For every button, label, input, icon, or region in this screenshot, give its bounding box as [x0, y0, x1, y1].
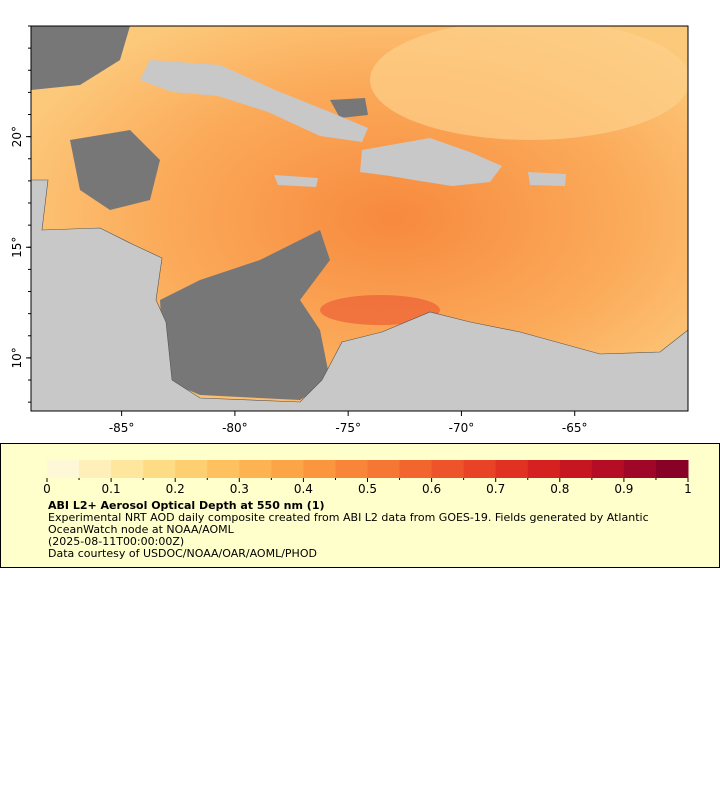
colorbar-tick-label: 0.3: [230, 482, 249, 496]
colorbar-swatch: [367, 460, 401, 478]
colorbar-swatch: [79, 460, 112, 478]
colorbar-tick-label: 0.9: [614, 482, 633, 496]
colorbar-swatch: [431, 460, 465, 478]
x-tick-label: -70°: [449, 421, 475, 435]
colorbar-tick-label: 0.7: [486, 482, 505, 496]
map-area: [31, 26, 688, 411]
colorbar-swatch: [591, 460, 625, 478]
colorbar-swatch: [655, 460, 689, 478]
colorbar-swatch: [271, 460, 304, 478]
colorbar-tick-label: 0.8: [550, 482, 569, 496]
colorbar-tick-label: 0.6: [422, 482, 441, 496]
caption-title: ABI L2+ Aerosol Optical Depth at 550 nm …: [48, 499, 325, 512]
colorbar-swatch: [207, 460, 240, 478]
x-tick-label: -65°: [562, 421, 588, 435]
caption-time: (2025-08-11T00:00:00Z): [48, 535, 185, 548]
no-data: [330, 98, 368, 118]
colorbar-swatch: [399, 460, 433, 478]
caption: ABI L2+ Aerosol Optical Depth at 550 nm …: [48, 500, 688, 560]
x-tick-label: -80°: [222, 421, 248, 435]
colorbar-swatch: [335, 460, 368, 478]
colorbar-tick-label: 0.1: [102, 482, 121, 496]
colorbar-tick-label: 1: [684, 482, 692, 496]
land: [31, 179, 688, 411]
colorbar-tick-label: 0: [43, 482, 51, 496]
colorbar-swatch: [303, 460, 336, 478]
x-tick-label: -75°: [335, 421, 361, 435]
caption-credit: Data courtesy of USDOC/NOAA/OAR/AOML/PHO…: [48, 547, 317, 560]
colorbar-swatch: [239, 460, 272, 478]
y-tick-label: 20°: [10, 126, 24, 147]
land: [528, 172, 566, 186]
land: [140, 60, 368, 142]
x-tick-label: -85°: [109, 421, 135, 435]
no-data: [70, 130, 160, 210]
colorbar-swatch: [527, 460, 561, 478]
colorbar-tick-label: 0.5: [358, 482, 377, 496]
colorbar-swatch: [143, 460, 176, 478]
colorbar-swatch: [623, 460, 657, 478]
caption-description: Experimental NRT AOD daily composite cre…: [48, 511, 649, 536]
high-aod-region: [320, 295, 440, 325]
colorbar-swatch: [559, 460, 593, 478]
land: [360, 138, 502, 186]
colorbar-swatch: [495, 460, 529, 478]
y-tick-label: 15°: [10, 237, 24, 258]
colorbar-tick-label: 0.4: [294, 482, 313, 496]
colorbar-swatch: [47, 460, 80, 478]
no-data: [160, 230, 330, 400]
no-data: [31, 26, 130, 90]
map-frame: [30, 25, 689, 412]
low-aod-region: [370, 26, 688, 140]
colorbar-tick-label: 0.2: [166, 482, 185, 496]
colorbar-swatch: [111, 460, 144, 478]
land: [274, 175, 318, 187]
colorbar-swatch: [175, 460, 208, 478]
colorbar-swatch: [463, 460, 497, 478]
y-tick-label: 10°: [10, 347, 24, 368]
